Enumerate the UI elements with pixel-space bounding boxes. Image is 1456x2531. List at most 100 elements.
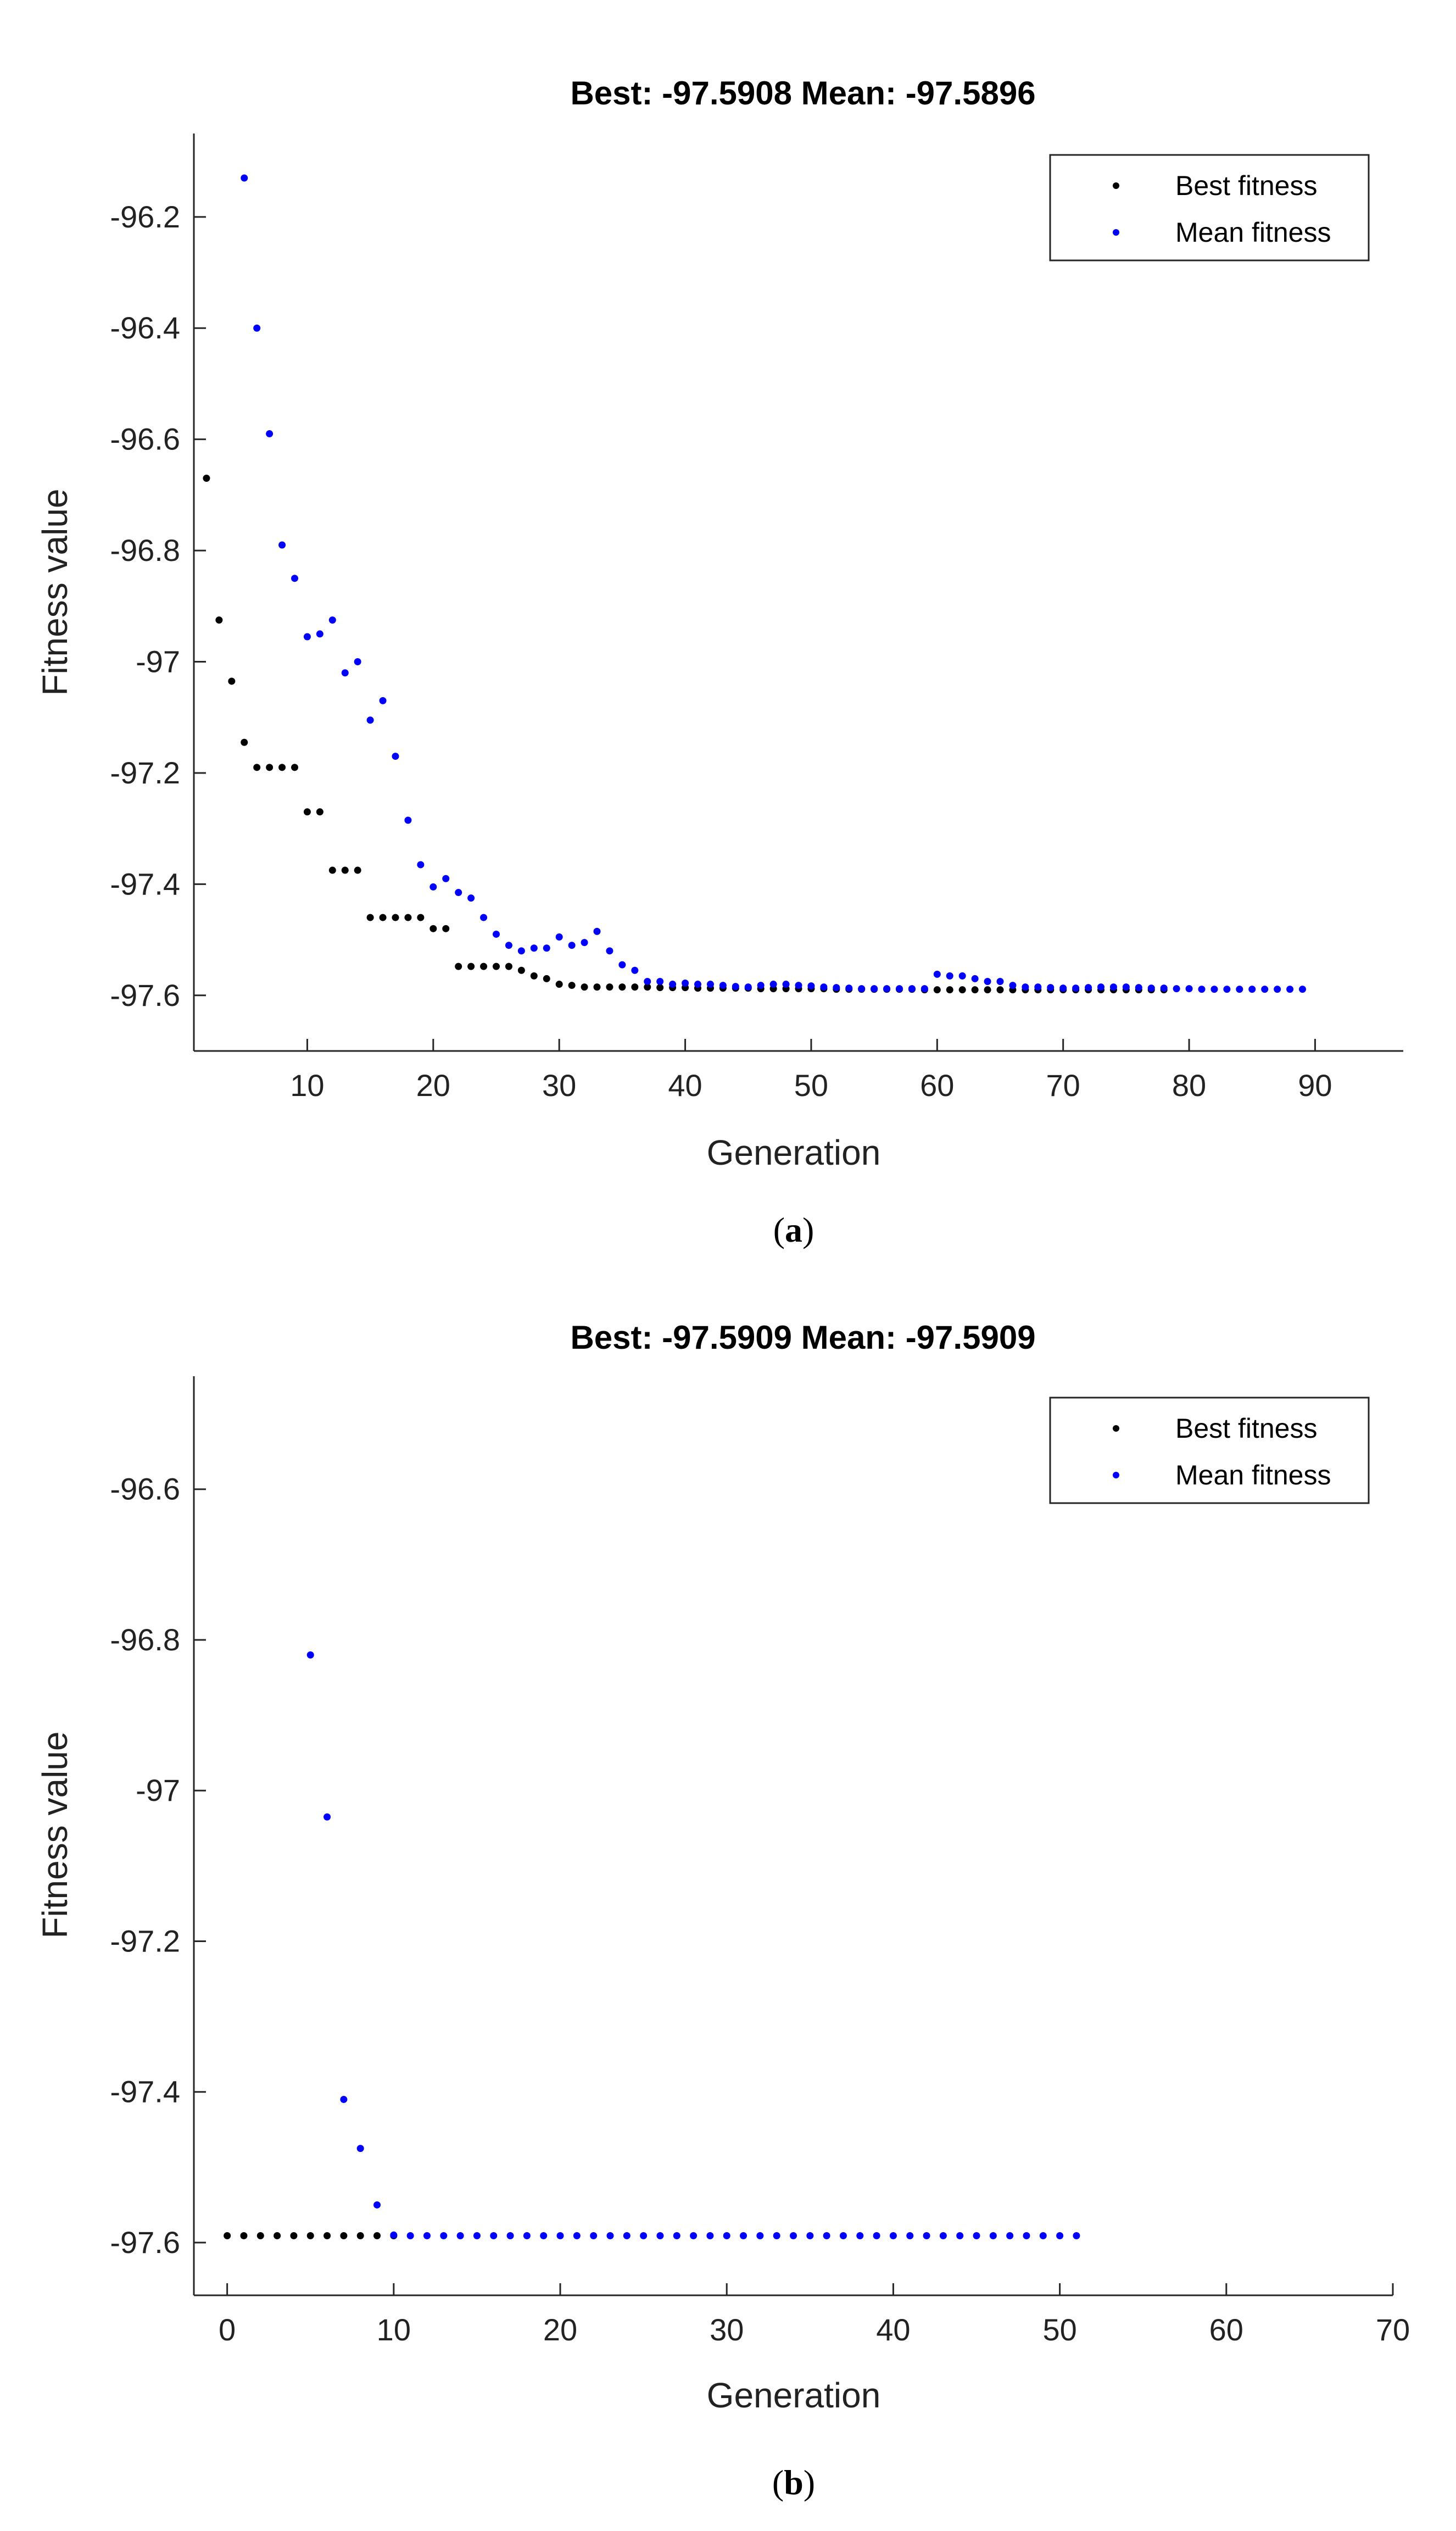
best-fitness-point xyxy=(442,925,450,932)
legend-mean-marker xyxy=(1113,1472,1119,1478)
mean-fitness-point xyxy=(807,982,815,990)
legend-box xyxy=(1049,1397,1370,1504)
y-tick-label: -96.8 xyxy=(110,1622,180,1657)
best-fitness-point xyxy=(417,914,425,921)
mean-fitness-point xyxy=(820,983,828,991)
mean-fitness-point xyxy=(379,697,387,704)
mean-fitness-point xyxy=(593,927,601,935)
mean-fitness-point xyxy=(706,2232,714,2240)
mean-fitness-point xyxy=(640,2232,648,2240)
mean-fitness-point xyxy=(356,2145,364,2152)
mean-fitness-point xyxy=(871,985,878,993)
mean-fitness-point xyxy=(1147,984,1155,992)
mean-fitness-point xyxy=(1122,983,1130,991)
best-fitness-point xyxy=(278,764,286,771)
mean-fitness-point xyxy=(490,2232,498,2240)
best-fitness-point xyxy=(517,966,525,974)
y-tick-label: -97.2 xyxy=(110,755,180,790)
panel-caption-b: (b) xyxy=(772,2463,815,2502)
legend-best-label: Best fitness xyxy=(1175,170,1317,201)
x-tick-label: 30 xyxy=(710,2312,744,2347)
plot-area xyxy=(194,1376,1393,2295)
y-tick-label: -96.6 xyxy=(110,1472,180,1506)
mean-fitness-point xyxy=(303,633,311,641)
legend-best-marker xyxy=(1113,182,1119,189)
best-fitness-point xyxy=(203,475,210,482)
mean-fitness-point xyxy=(606,2232,614,2240)
mean-fitness-point xyxy=(1261,986,1269,993)
mean-fitness-point xyxy=(473,2232,481,2240)
mean-fitness-point xyxy=(1039,2232,1047,2240)
mean-fitness-point xyxy=(1072,984,1080,992)
mean-fitness-point xyxy=(1073,2232,1080,2240)
x-tick-label: 30 xyxy=(542,1068,576,1103)
y-tick-label: -97.6 xyxy=(110,2225,180,2260)
best-fitness-point xyxy=(274,2232,281,2240)
mean-fitness-point xyxy=(1022,983,1029,991)
y-ticks: -96.2 -96.4 -96.6 -96.8 -97 -97.2 -97.4 -97.6 xyxy=(110,199,206,1013)
mean-fitness-point xyxy=(266,430,274,438)
mean-fitness-point xyxy=(973,2232,980,2240)
mean-fitness-point xyxy=(354,658,361,666)
mean-fitness-point xyxy=(757,982,765,989)
mean-fitness-point xyxy=(1248,986,1256,993)
best-fitness-point xyxy=(224,2232,231,2240)
mean-fitness-point xyxy=(1109,983,1117,991)
best-fitness-point xyxy=(996,986,1004,994)
mean-fitness-point xyxy=(493,930,500,938)
mean-fitness-point xyxy=(958,972,966,980)
best-fitness-point xyxy=(467,963,475,970)
best-fitness-point xyxy=(356,2232,364,2240)
best-fitness-point xyxy=(340,2232,348,2240)
mean-fitness-point xyxy=(682,980,689,987)
mean-fitness-point xyxy=(908,985,916,993)
x-tick-label: 70 xyxy=(1046,1068,1080,1103)
mean-fitness-point xyxy=(706,981,714,988)
mean-fitness-point xyxy=(873,2232,880,2240)
best-fitness-point xyxy=(946,986,953,994)
mean-fitness-point xyxy=(1006,2232,1014,2240)
mean-fitness-point xyxy=(506,2232,514,2240)
best-fitness-point xyxy=(392,914,399,921)
best-fitness-point xyxy=(240,2232,248,2240)
best-fitness-point xyxy=(984,986,991,994)
x-tick-label: 50 xyxy=(794,1068,828,1103)
mean-fitness-point xyxy=(392,753,399,760)
chart-a-svg: Best: -97.5908 Mean: -97.5896 -96.2 -96.4… xyxy=(35,75,1403,1249)
mean-fitness-point xyxy=(923,2232,930,2240)
mean-fitness-point xyxy=(306,1651,314,1659)
x-tick-label: 90 xyxy=(1298,1068,1332,1103)
best-fitness-point xyxy=(290,2232,298,2240)
mean-fitness-point xyxy=(543,944,550,952)
mean-fitness-point xyxy=(845,984,853,992)
mean-fitness-point xyxy=(540,2232,548,2240)
mean-fitness-point xyxy=(795,982,802,989)
mean-fitness-point xyxy=(455,889,462,897)
best-fitness-point xyxy=(568,982,576,989)
mean-fitness-point xyxy=(823,2232,830,2240)
best-fitness-point xyxy=(505,963,512,970)
mean-fitness-point xyxy=(839,2232,847,2240)
best-fitness-point xyxy=(933,986,941,994)
x-tick-label: 40 xyxy=(668,1068,702,1103)
mean-fitness-point xyxy=(467,894,475,902)
best-fitness-point xyxy=(323,2232,331,2240)
mean-fitness-point xyxy=(1009,982,1017,989)
y-tick-label: -97.4 xyxy=(110,866,180,901)
mean-fitness-point xyxy=(1097,983,1104,991)
best-fitness-point xyxy=(291,764,298,771)
chart-title: Best: -97.5909 Mean: -97.5909 xyxy=(570,1319,1035,1356)
legend-mean-label: Mean fitness xyxy=(1175,217,1331,248)
mean-fitness-point xyxy=(933,970,941,978)
mean-fitness-point xyxy=(1185,985,1193,993)
mean-fitness-point xyxy=(723,2232,730,2240)
x-tick-label: 50 xyxy=(1042,2312,1076,2347)
y-axis-label: Fitness value xyxy=(35,1731,75,1938)
mean-fitness-point xyxy=(1085,984,1092,992)
panel-caption-a: (a) xyxy=(773,1210,815,1249)
mean-fitness-point xyxy=(732,983,739,991)
mean-fitness-point xyxy=(618,961,626,969)
mean-fitness-point xyxy=(773,2232,780,2240)
x-tick-label: 60 xyxy=(920,1068,954,1103)
legend: Best fitness Mean fitness xyxy=(1049,1397,1370,1504)
